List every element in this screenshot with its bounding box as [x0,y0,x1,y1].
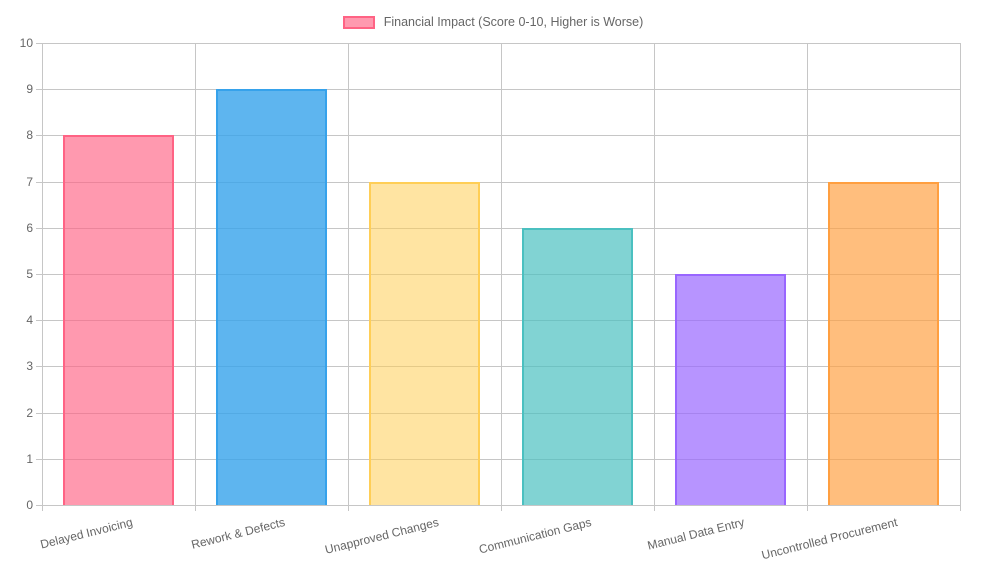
y-tick-label: 6 [26,220,33,235]
h-gridline [36,274,960,275]
x-axis-label: Unapproved Changes [323,515,440,557]
y-tick-label: 2 [26,405,33,420]
bar[interactable] [828,181,939,505]
x-axis-label: Uncontrolled Procurement [760,515,899,561]
h-gridline [36,89,960,91]
bar[interactable] [369,181,480,505]
y-tick-label: 4 [26,313,33,328]
y-tick-label: 1 [26,451,33,466]
chart-legend[interactable]: Financial Impact (Score 0-10, Higher is … [0,15,986,29]
plot-area: 0 1 2 3 4 5 6 7 8 9 10 Delayed Invoicing Rework & De… [20,36,961,561]
h-gridline [36,458,960,460]
v-gridline [42,43,43,511]
x-axis-label: Rework & Defects [190,515,287,552]
v-gridline [654,43,655,511]
legend-label: Financial Impact (Score 0-10, Higher is … [383,15,644,29]
y-tick-label: 9 [26,82,33,97]
x-axis-label: Communication Gaps [477,515,593,557]
x-axis-label: Manual Data Entry [646,515,746,553]
h-gridline [36,320,960,322]
bar[interactable] [216,89,327,505]
bar[interactable] [522,227,633,505]
h-gridline [36,505,960,506]
h-gridline [36,412,960,414]
y-tick-label: 10 [19,36,33,50]
h-gridline [36,227,960,229]
v-gridline [348,43,349,511]
bar[interactable] [675,274,786,505]
y-tick-label: 7 [26,174,33,189]
y-tick-label: 0 [26,498,33,512]
v-gridline [960,43,961,511]
h-gridline [36,135,960,137]
h-gridline [36,43,960,44]
v-gridline [807,43,808,511]
x-axis-label: Delayed Invoicing [38,515,134,552]
h-gridline [36,181,960,183]
y-tick-label: 8 [26,128,33,143]
v-gridline [501,43,502,511]
v-gridline [195,43,196,511]
y-tick-label: 3 [26,359,33,374]
y-tick-label: 5 [26,267,33,281]
h-gridline [36,366,960,368]
bar[interactable] [63,135,174,505]
legend-swatch [342,15,375,29]
